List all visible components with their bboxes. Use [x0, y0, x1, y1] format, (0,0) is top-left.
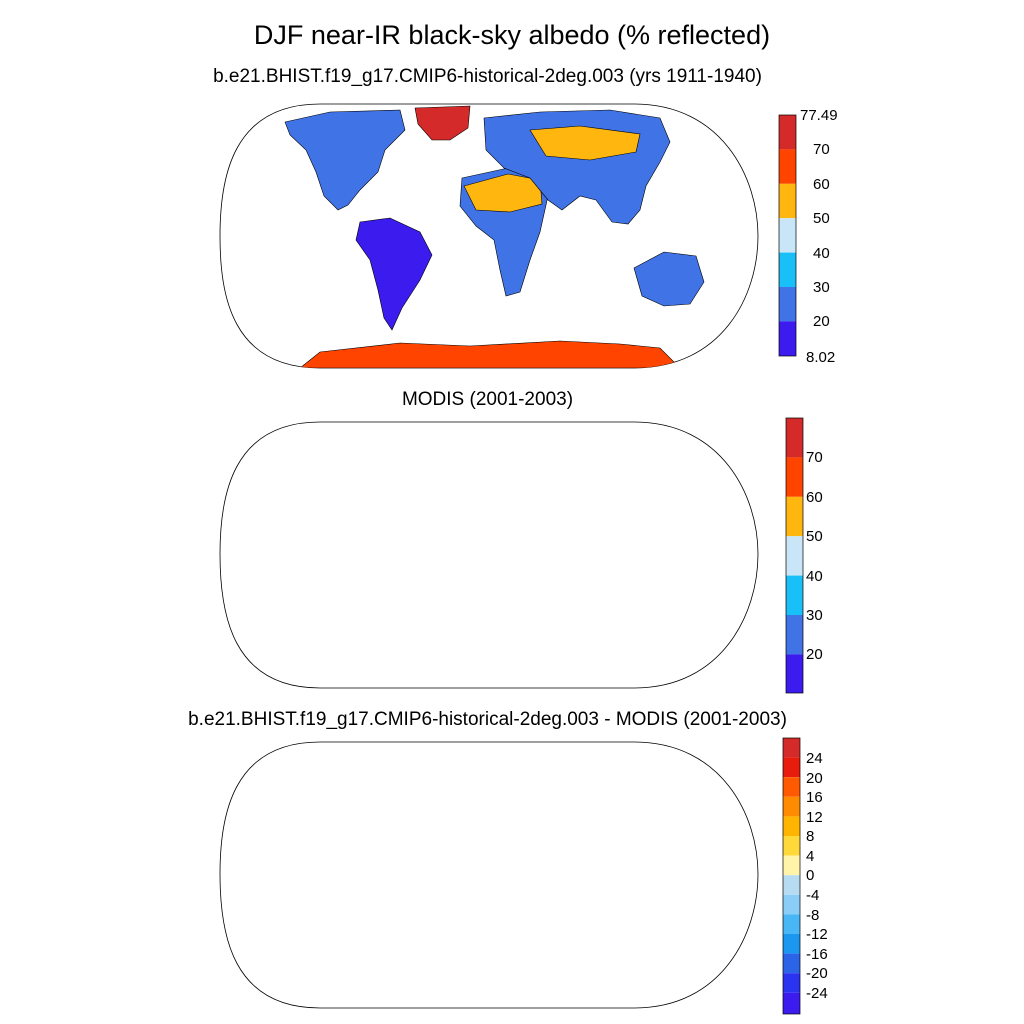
map-boundary	[219, 741, 759, 1009]
colorbar-swatch	[779, 218, 796, 253]
colorbar-swatch	[779, 321, 796, 356]
colorbar-swatch	[786, 654, 803, 693]
colorbar-swatch	[786, 457, 803, 497]
colorbar-tick-label: 20	[813, 313, 830, 330]
panel-1-title: b.e21.BHIST.f19_g17.CMIP6-historical-2de…	[213, 66, 762, 87]
colorbar-swatch	[783, 894, 800, 915]
colorbar-2: 70 60 50 40 30 20	[785, 417, 823, 694]
colorbar-tick-label: 77.49	[800, 107, 838, 124]
colorbar-tick-label: 16	[806, 789, 823, 806]
map-boundary	[219, 421, 759, 689]
colorbar-swatch	[783, 738, 800, 758]
colorbar-swatch	[786, 615, 803, 655]
colorbar-tick-label: 40	[813, 245, 830, 262]
colorbar-swatch	[783, 855, 800, 876]
colorbar-tick-label: 12	[806, 809, 823, 826]
colorbar-tick-label: 30	[813, 279, 830, 296]
colorbar-tick-label: -16	[806, 946, 828, 963]
colorbar-swatch	[783, 973, 800, 993]
colorbar-tick-label: 24	[806, 750, 823, 767]
colorbar-tick-label: 8.02	[806, 349, 835, 366]
colorbar-tick-label: 8	[806, 828, 814, 845]
panel-1-map	[219, 103, 759, 369]
colorbar-swatch	[783, 757, 800, 778]
colorbar-tick-label: 50	[806, 528, 823, 545]
sahara-region	[463, 173, 543, 213]
colorbar-swatch	[779, 149, 796, 184]
figure-title: DJF near-IR black-sky albedo (% reflecte…	[253, 20, 771, 50]
colorbar-tick-label: 4	[806, 848, 814, 865]
colorbar-tick-label: 0	[806, 867, 814, 884]
colorbar-tick-label: -12	[806, 926, 828, 943]
colorbar-tick-label: 70	[806, 449, 823, 466]
colorbar-tick-label: 30	[806, 607, 823, 624]
colorbar-swatch	[786, 418, 803, 458]
colorbar-1: 77.49 70 60 50 40 30 20 8.02	[778, 107, 838, 366]
panel-2-map	[219, 421, 759, 689]
land-field	[284, 105, 705, 368]
colorbar-tick-label: -8	[806, 907, 819, 924]
colorbar-tick-label: 20	[806, 770, 823, 787]
colorbar-tick-label: 70	[813, 141, 830, 158]
colorbar-swatch	[786, 536, 803, 576]
panel-2-title: MODIS (2001-2003)	[401, 389, 574, 410]
colorbar-swatch	[783, 953, 800, 974]
colorbar-tick-label: -20	[806, 965, 828, 982]
colorbar-tick-label: -4	[806, 887, 819, 904]
colorbar-swatch	[779, 183, 796, 219]
colorbar-tick-label: -24	[806, 985, 828, 1002]
colorbar-swatch	[783, 816, 800, 836]
panel-3-title: b.e21.BHIST.f19_g17.CMIP6-historical-2de…	[188, 709, 787, 730]
antarctica-region	[299, 340, 681, 368]
siberia-region	[529, 125, 641, 161]
colorbar-swatch	[783, 875, 800, 895]
colorbar-tick-label: 40	[806, 568, 823, 585]
colorbar-swatch	[783, 836, 800, 856]
colorbar-swatch	[786, 575, 803, 615]
colorbar-swatch	[779, 115, 796, 150]
australia-region	[633, 251, 705, 307]
colorbar-tick-label: 60	[806, 489, 823, 506]
colorbar-3: 24 20 16 12 8 4 0 -4 -8 -12 -16 -20 -24	[782, 737, 828, 1015]
south-america-region	[355, 217, 433, 331]
colorbar-tick-label: 20	[806, 646, 823, 663]
colorbar-tick-label: 60	[813, 176, 830, 193]
colorbar-swatch	[783, 914, 800, 934]
colorbar-swatch	[783, 777, 800, 797]
colorbar-swatch	[779, 287, 796, 322]
colorbar-swatch	[783, 796, 800, 817]
colorbar-swatch	[783, 992, 800, 1014]
colorbar-swatch	[786, 496, 803, 537]
colorbar-tick-label: 50	[813, 210, 830, 227]
greenland-region	[414, 105, 471, 141]
north-america-region	[284, 109, 406, 211]
colorbar-swatch	[779, 252, 796, 287]
panel-3-map	[219, 741, 759, 1009]
colorbar-swatch	[783, 934, 800, 954]
